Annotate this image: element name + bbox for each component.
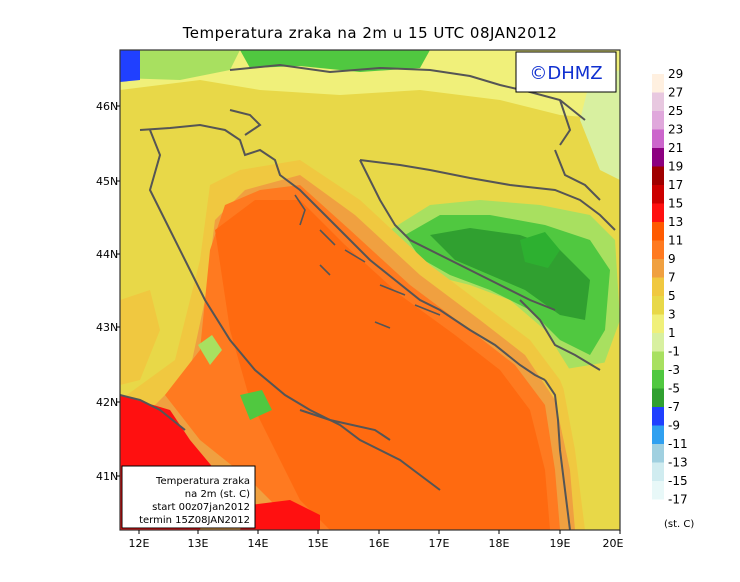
lon-label: 13E	[188, 537, 209, 550]
colorbar-label: -3	[668, 363, 680, 377]
coastlines	[120, 63, 616, 530]
colorbar-swatch	[652, 74, 664, 93]
colorbar-swatch	[652, 203, 664, 222]
colorbar-swatch	[652, 351, 664, 370]
latitude-labels: 46N 45N 44N 43N 42N 41N	[96, 100, 118, 483]
colorbar-swatch	[652, 111, 664, 130]
colorbar-label: 5	[668, 289, 676, 303]
colorbar-label: 1	[668, 326, 676, 340]
colorbar-swatch	[652, 314, 664, 333]
colorbar-swatch	[652, 166, 664, 185]
colorbar-label: 11	[668, 234, 683, 248]
colorbar-label: 27	[668, 86, 683, 100]
colorbar-label: 15	[668, 197, 683, 211]
colorbar-label: 29	[668, 67, 683, 81]
colorbar-swatch	[652, 129, 664, 148]
colorbar-label: -7	[668, 400, 680, 414]
colorbar-label: -13	[668, 456, 688, 470]
colorbar-label: 3	[668, 308, 676, 322]
colorbar-label: -9	[668, 419, 680, 433]
lat-label: 44N	[96, 248, 118, 261]
colorbar-swatch	[652, 277, 664, 296]
colorbar-swatch	[652, 370, 664, 389]
info-box: Temperatura zraka na 2m (st. C) start 00…	[121, 465, 256, 529]
lon-label: 12E	[129, 537, 150, 550]
colorbar-label: -5	[668, 382, 680, 396]
colorbar-swatch	[652, 388, 664, 407]
info-line: Temperatura zraka	[155, 476, 250, 487]
colorbar-swatch	[652, 407, 664, 426]
colorbar: 29 27 25 23 21 19 17 15 13 11 9 7 5 3 1 -1 -3 -5 -7 -9 -11 -1…	[652, 67, 688, 507]
colorbar-label: 21	[668, 141, 683, 155]
lon-label: 18E	[489, 537, 510, 550]
lat-label: 41N	[96, 470, 118, 483]
info-line: na 2m (st. C)	[185, 489, 250, 500]
colorbar-swatch	[652, 148, 664, 167]
colorbar-label: -17	[668, 493, 688, 507]
lon-label: 15E	[308, 537, 329, 550]
lon-label: 16E	[369, 537, 390, 550]
axis-ticks	[116, 105, 621, 534]
plot-frame	[119, 49, 621, 531]
colorbar-label: -15	[668, 474, 688, 488]
lat-label: 45N	[96, 175, 118, 188]
dhmz-logo: ©DHMZ	[515, 51, 617, 93]
info-line: start 00z07jan2012	[152, 502, 250, 513]
colorbar-label: 17	[668, 178, 683, 192]
lat-label: 46N	[96, 100, 118, 113]
colorbar-label: -1	[668, 345, 680, 359]
colorbar-swatch	[652, 185, 664, 204]
colorbar-label: 25	[668, 104, 683, 118]
lon-label: 17E	[429, 537, 450, 550]
colorbar-label: 23	[668, 123, 683, 137]
colorbar-swatch	[652, 240, 664, 259]
colorbar-swatch	[652, 425, 664, 444]
colorbar-swatch	[652, 222, 664, 241]
colorbar-swatch	[652, 296, 664, 315]
colorbar-label: 9	[668, 252, 676, 266]
longitude-labels: 12E 13E 14E 15E 16E 17E 18E 19E 20E	[129, 537, 624, 550]
colorbar-label: -11	[668, 437, 688, 451]
colorbar-swatch	[652, 481, 664, 500]
lon-label: 14E	[248, 537, 269, 550]
lon-label: 19E	[550, 537, 571, 550]
colorbar-unit: (st. C)	[664, 519, 695, 530]
colorbar-label: 13	[668, 215, 683, 229]
lat-label: 43N	[96, 321, 118, 334]
colorbar-label: 19	[668, 160, 683, 174]
lon-label: 20E	[603, 537, 624, 550]
colorbar-swatch	[652, 462, 664, 481]
colorbar-swatch	[652, 92, 664, 111]
islands	[294, 194, 441, 329]
info-line: termin 15Z08JAN2012	[139, 515, 250, 526]
colorbar-swatch	[652, 259, 664, 278]
lat-label: 42N	[96, 396, 118, 409]
colorbar-label: 7	[668, 271, 676, 285]
colorbar-swatch	[652, 444, 664, 463]
map-title: Temperatura zraka na 2m u 15 UTC 08JAN20…	[182, 24, 558, 42]
logo-text: ©DHMZ	[529, 63, 602, 84]
temperature-field	[120, 50, 620, 530]
colorbar-swatch	[652, 333, 664, 352]
